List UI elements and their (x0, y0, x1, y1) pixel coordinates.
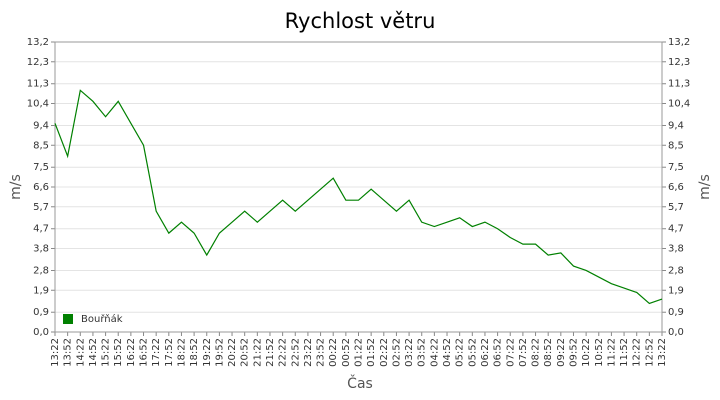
y2-tick-label: 0,0 (668, 327, 684, 338)
x-tick-label: 07:22 (505, 338, 516, 367)
y2-tick-label: 12,3 (668, 57, 690, 68)
x-tick-label: 02:52 (391, 338, 402, 367)
y-axis-label: m/s (8, 174, 24, 200)
x-tick-label: 01:52 (366, 338, 377, 367)
y2-tick-label: 1,9 (668, 285, 684, 296)
y2-tick-label: 11,3 (668, 79, 690, 90)
y-tick-label: 0,0 (33, 327, 49, 338)
x-tick-label: 20:52 (240, 338, 251, 367)
x-tick-label: 13:22 (657, 338, 668, 367)
y2-tick-label: 0,9 (668, 307, 684, 318)
data-line (54, 89, 663, 305)
x-tick-label: 21:22 (252, 338, 263, 367)
x-tick-label: 17:22 (151, 338, 162, 367)
legend-label: Bouřňák (81, 313, 123, 325)
x-tick-label: 08:52 (543, 338, 554, 367)
x-tick-label: 12:22 (632, 338, 643, 367)
x-tick-label: 19:52 (214, 338, 225, 367)
y-tick-label: 8,5 (33, 140, 49, 151)
y2-tick-label: 9,4 (668, 120, 684, 131)
x-tick-label: 17:52 (164, 338, 175, 367)
x-tick-label: 07:52 (518, 338, 529, 367)
x-tick-label: 06:52 (493, 338, 504, 367)
x-tick-label: 19:22 (202, 338, 213, 367)
legend-swatch (63, 314, 73, 324)
x-tick-label: 03:52 (417, 338, 428, 367)
y-tick-label: 2,8 (33, 265, 49, 276)
y2-tick-label: 4,7 (668, 224, 684, 235)
x-tick-label: 02:22 (379, 338, 390, 367)
x-tick-label: 15:22 (101, 338, 112, 367)
x-tick-label: 20:22 (227, 338, 238, 367)
x-tick-label: 04:52 (442, 338, 453, 367)
x-tick-label: 15:52 (113, 338, 124, 367)
x-tick-label: 10:52 (594, 338, 605, 367)
y2-tick-label: 5,7 (668, 202, 684, 213)
chart-title: Rychlost větru (285, 9, 436, 33)
x-tick-label: 05:52 (467, 338, 478, 367)
y-tick-label: 9,4 (33, 120, 49, 131)
x-tick-label: 09:52 (568, 338, 579, 367)
x-tick-label: 03:22 (404, 338, 415, 367)
y-tick-label: 7,5 (33, 162, 49, 173)
y-tick-label: 12,3 (27, 57, 49, 68)
x-tick-label: 09:22 (556, 338, 567, 367)
y2-tick-label: 2,8 (668, 265, 684, 276)
x-tick-label: 16:22 (126, 338, 137, 367)
x-tick-label: 23:22 (303, 338, 314, 367)
plot-frame (54, 41, 663, 333)
y-tick-label: 5,7 (33, 202, 49, 213)
y2-axis-label: m/s (697, 174, 713, 200)
x-tick-label: 01:22 (354, 338, 365, 367)
y-tick-label: 11,3 (27, 79, 49, 90)
y-tick-label: 13,2 (27, 37, 49, 48)
x-tick-label: 00:22 (328, 338, 339, 367)
x-tick-label: 11:22 (606, 338, 617, 367)
x-tick-label: 18:22 (176, 338, 187, 367)
y2-tick-label: 3,8 (668, 244, 684, 255)
y-tick-label: 10,4 (27, 99, 49, 110)
x-tick-label: 14:52 (88, 338, 99, 367)
x-tick-label: 23:52 (316, 338, 327, 367)
x-tick-label: 16:52 (139, 338, 150, 367)
x-tick-label: 13:22 (50, 338, 61, 367)
y-tick-label: 1,9 (33, 285, 49, 296)
x-tick-label: 13:52 (63, 338, 74, 367)
y2-tick-label: 6,6 (668, 182, 684, 193)
x-tick-label: 22:52 (290, 338, 301, 367)
y2-tick-label: 8,5 (668, 140, 684, 151)
x-tick-label: 12:52 (644, 338, 655, 367)
x-tick-label: 22:22 (278, 338, 289, 367)
y2-tick-label: 13,2 (668, 37, 690, 48)
y-tick-label: 3,8 (33, 244, 49, 255)
y-tick-label: 0,9 (33, 307, 49, 318)
x-tick-label: 11:52 (619, 338, 630, 367)
x-tick-label: 18:52 (189, 338, 200, 367)
x-tick-label: 10:22 (581, 338, 592, 367)
x-tick-label: 14:22 (75, 338, 86, 367)
y2-tick-label: 10,4 (668, 99, 690, 110)
x-tick-label: 00:52 (341, 338, 352, 367)
y-tick-label: 4,7 (33, 224, 49, 235)
x-tick-label: 21:52 (265, 338, 276, 367)
y2-tick-label: 7,5 (668, 162, 684, 173)
x-tick-label: 05:22 (455, 338, 466, 367)
x-tick-label: 08:22 (531, 338, 542, 367)
y-tick-label: 6,6 (33, 182, 49, 193)
x-tick-label: 04:22 (429, 338, 440, 367)
x-tick-label: 06:22 (480, 338, 491, 367)
x-axis-label: Čas (347, 374, 373, 392)
